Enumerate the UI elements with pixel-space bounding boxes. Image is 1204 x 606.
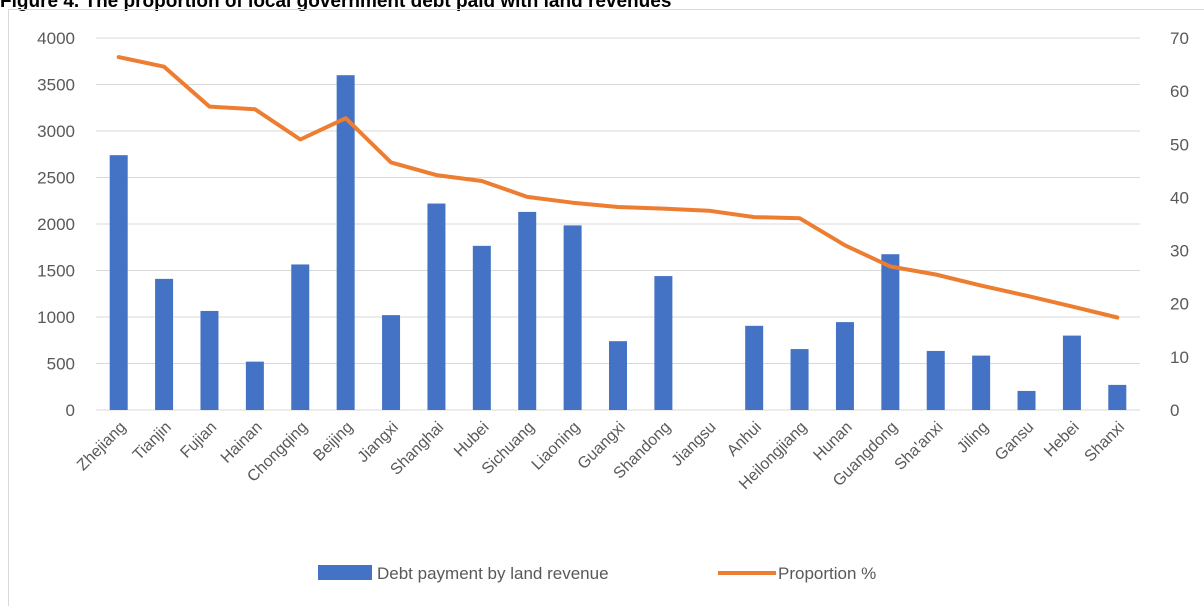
category-label: Hunan (810, 419, 855, 464)
bar (291, 264, 310, 410)
right-tick-label: 20 (1170, 295, 1189, 314)
bar (245, 361, 264, 410)
bar (472, 245, 491, 410)
right-tick-label: 30 (1170, 242, 1189, 261)
bar (926, 350, 945, 410)
bar (336, 75, 355, 410)
category-label: Gansu (992, 419, 1037, 464)
right-axis-ticks: 0 10 20 30 40 50 60 70 (1170, 29, 1189, 420)
chart-frame (8, 9, 1204, 606)
category-label: Hubei (451, 419, 493, 461)
category-label: Liaoning (529, 419, 584, 474)
bar (609, 341, 627, 410)
bar (1062, 335, 1081, 410)
bar (790, 349, 809, 410)
legend: Debt payment by land revenue Proportion % (318, 564, 876, 583)
right-tick-label: 40 (1170, 188, 1189, 207)
category-label: Tianjin (130, 419, 175, 464)
right-tick-label: 10 (1170, 348, 1189, 367)
left-tick-label: 3500 (37, 76, 75, 95)
right-tick-label: 50 (1170, 135, 1189, 154)
left-tick-label: 1000 (37, 308, 75, 327)
bar (745, 325, 764, 410)
legend-bar-swatch (318, 565, 372, 580)
bar (563, 225, 582, 410)
category-label: Hebei (1041, 419, 1083, 461)
bar-series (109, 75, 1127, 410)
line-series (116, 55, 1120, 320)
left-tick-label: 4000 (37, 29, 75, 48)
bar (155, 278, 174, 410)
bar (881, 254, 900, 410)
bar (200, 310, 219, 410)
left-tick-label: 2000 (37, 215, 75, 234)
right-tick-label: 60 (1170, 82, 1189, 101)
left-tick-label: 2500 (37, 169, 75, 188)
category-label: Anhui (724, 419, 765, 460)
gridlines (96, 37, 1140, 411)
proportion-line (116, 55, 1120, 320)
category-label: Beijing (310, 419, 356, 465)
bar (835, 322, 854, 410)
category-label: Shanxi (1082, 419, 1129, 466)
bar (382, 315, 401, 410)
legend-line-label: Proportion % (778, 564, 876, 583)
left-axis-ticks: 0 500 1000 1500 2000 2500 3000 3500 4000 (37, 29, 75, 420)
category-label: Jiling (954, 419, 992, 457)
left-tick-label: 500 (47, 355, 75, 374)
right-tick-label: 0 (1170, 401, 1179, 420)
bar (1017, 390, 1036, 410)
category-label: Fujian (177, 419, 220, 462)
right-tick-label: 70 (1170, 29, 1189, 48)
left-tick-label: 1500 (37, 262, 75, 281)
category-label: Jiangsu (669, 419, 720, 470)
bar (427, 203, 446, 410)
bar (1108, 384, 1127, 410)
legend-bar-label: Debt payment by land revenue (377, 564, 609, 583)
category-label: Sha'anxi (892, 419, 947, 474)
category-label: Zhejiang (74, 419, 129, 474)
left-tick-label: 3000 (37, 122, 75, 141)
left-tick-label: 0 (66, 401, 75, 420)
bar (654, 276, 673, 410)
bar (109, 155, 128, 410)
bar (518, 211, 537, 410)
bar (972, 355, 991, 410)
